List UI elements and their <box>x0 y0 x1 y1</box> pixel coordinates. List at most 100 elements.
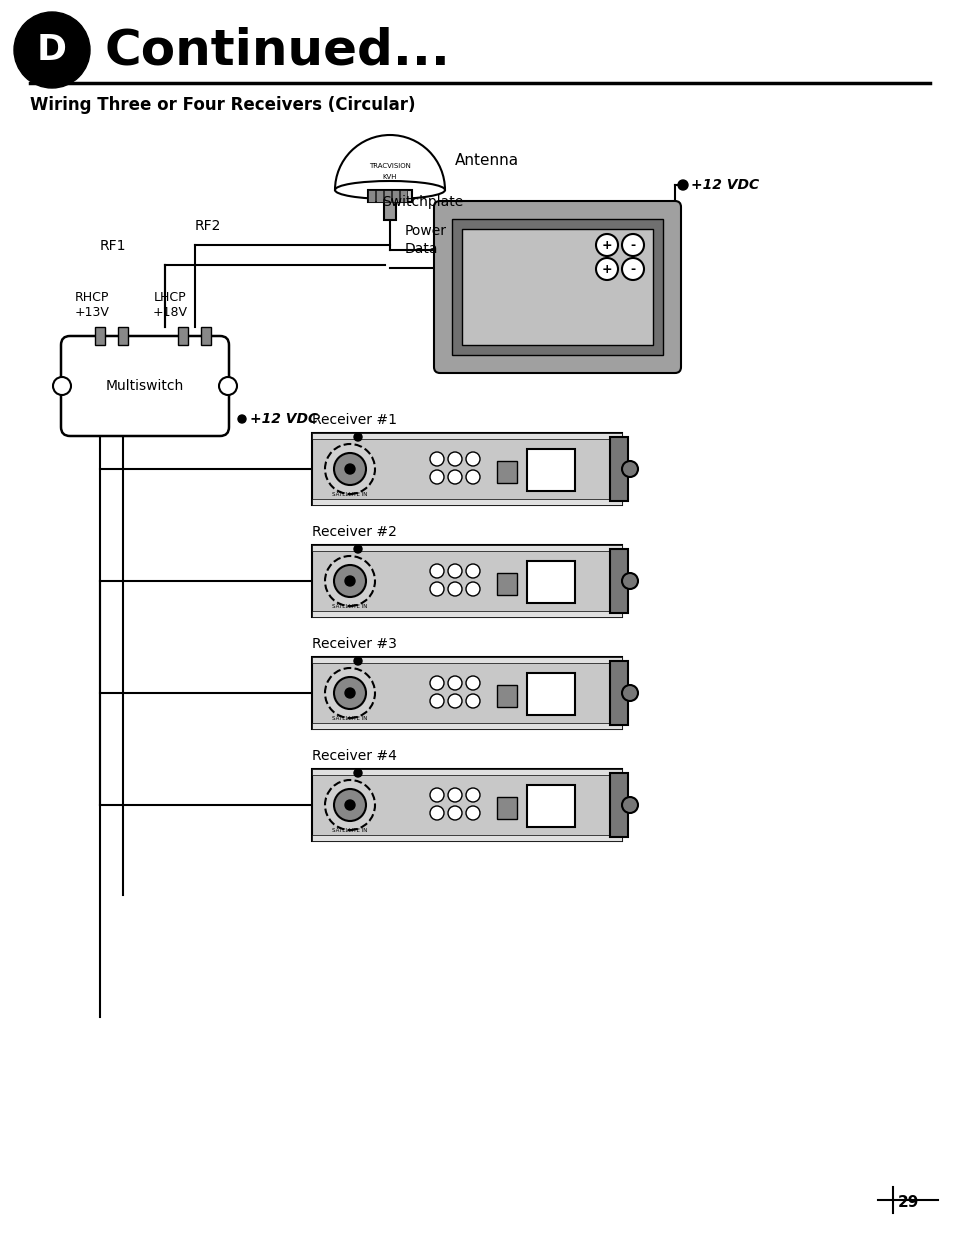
Circle shape <box>345 464 355 474</box>
FancyBboxPatch shape <box>434 201 680 373</box>
Circle shape <box>354 769 361 777</box>
Circle shape <box>334 564 366 597</box>
Circle shape <box>678 180 687 190</box>
Bar <box>526 785 575 827</box>
Bar <box>452 219 662 354</box>
Text: +: + <box>601 238 612 252</box>
Circle shape <box>621 258 643 280</box>
Circle shape <box>430 452 443 466</box>
Circle shape <box>430 471 443 484</box>
Text: -: - <box>630 238 635 252</box>
Bar <box>497 797 517 819</box>
Bar <box>609 437 627 501</box>
Text: Switchplate: Switchplate <box>381 195 463 209</box>
Text: RF1: RF1 <box>100 240 127 253</box>
Bar <box>609 550 627 613</box>
Circle shape <box>430 582 443 597</box>
Text: Power: Power <box>405 224 447 238</box>
Circle shape <box>345 576 355 585</box>
Wedge shape <box>335 135 444 190</box>
Text: Data: Data <box>405 242 438 256</box>
Circle shape <box>621 685 638 701</box>
Bar <box>95 327 105 345</box>
Circle shape <box>325 445 375 494</box>
Ellipse shape <box>335 182 444 199</box>
Text: +: + <box>601 263 612 275</box>
Text: Antenna: Antenna <box>455 152 518 168</box>
Text: SATELLITE IN: SATELLITE IN <box>332 492 367 496</box>
Text: -: - <box>630 263 635 275</box>
Circle shape <box>345 688 355 698</box>
Bar <box>384 200 395 220</box>
Circle shape <box>448 471 461 484</box>
Bar <box>526 673 575 715</box>
Bar <box>178 327 188 345</box>
Circle shape <box>354 433 361 441</box>
Circle shape <box>621 461 638 477</box>
Bar <box>312 499 621 505</box>
Bar <box>497 685 517 706</box>
Bar <box>312 433 621 438</box>
Circle shape <box>448 806 461 820</box>
Bar <box>375 190 382 203</box>
Text: TRACVISION: TRACVISION <box>369 163 411 169</box>
Bar <box>312 545 621 618</box>
Circle shape <box>345 800 355 810</box>
Circle shape <box>448 452 461 466</box>
Circle shape <box>430 564 443 578</box>
Circle shape <box>448 788 461 802</box>
Circle shape <box>465 564 479 578</box>
Bar <box>312 722 621 729</box>
Circle shape <box>448 694 461 708</box>
Text: Wiring Three or Four Receivers (Circular): Wiring Three or Four Receivers (Circular… <box>30 96 416 114</box>
Circle shape <box>621 573 638 589</box>
Circle shape <box>448 676 461 690</box>
Circle shape <box>325 668 375 718</box>
Bar <box>461 228 652 345</box>
Text: Multiswitch: Multiswitch <box>106 379 184 393</box>
Circle shape <box>448 582 461 597</box>
Circle shape <box>325 781 375 830</box>
Circle shape <box>465 471 479 484</box>
Bar <box>312 611 621 618</box>
Circle shape <box>334 789 366 821</box>
Bar <box>368 190 375 203</box>
Text: SATELLITE IN: SATELLITE IN <box>332 604 367 609</box>
Circle shape <box>465 676 479 690</box>
Text: Receiver #4: Receiver #4 <box>312 748 396 763</box>
Circle shape <box>354 545 361 553</box>
Bar <box>384 190 391 203</box>
Bar <box>312 433 621 505</box>
Text: RF2: RF2 <box>194 219 221 233</box>
Bar <box>312 657 621 729</box>
Text: 29: 29 <box>897 1195 919 1210</box>
Circle shape <box>621 797 638 813</box>
Bar <box>118 327 128 345</box>
Circle shape <box>465 452 479 466</box>
Text: +12 VDC: +12 VDC <box>250 412 317 426</box>
Circle shape <box>237 415 246 424</box>
Circle shape <box>465 694 479 708</box>
Bar <box>526 450 575 492</box>
Circle shape <box>354 657 361 664</box>
Bar <box>312 657 621 663</box>
Bar <box>526 561 575 603</box>
Circle shape <box>14 12 90 88</box>
Bar <box>497 573 517 595</box>
FancyBboxPatch shape <box>61 336 229 436</box>
Circle shape <box>465 788 479 802</box>
Circle shape <box>465 806 479 820</box>
Circle shape <box>325 556 375 606</box>
Bar <box>609 661 627 725</box>
Text: D: D <box>37 33 67 67</box>
Circle shape <box>465 582 479 597</box>
Text: +12 VDC: +12 VDC <box>690 178 759 191</box>
Text: Receiver #2: Receiver #2 <box>312 525 396 538</box>
Text: Receiver #1: Receiver #1 <box>312 412 396 427</box>
Bar <box>312 835 621 841</box>
Bar <box>312 769 621 841</box>
Text: RHCP
+13V: RHCP +13V <box>74 291 110 319</box>
Bar <box>368 190 412 203</box>
Text: LHCP
+18V: LHCP +18V <box>152 291 188 319</box>
Circle shape <box>219 377 236 395</box>
